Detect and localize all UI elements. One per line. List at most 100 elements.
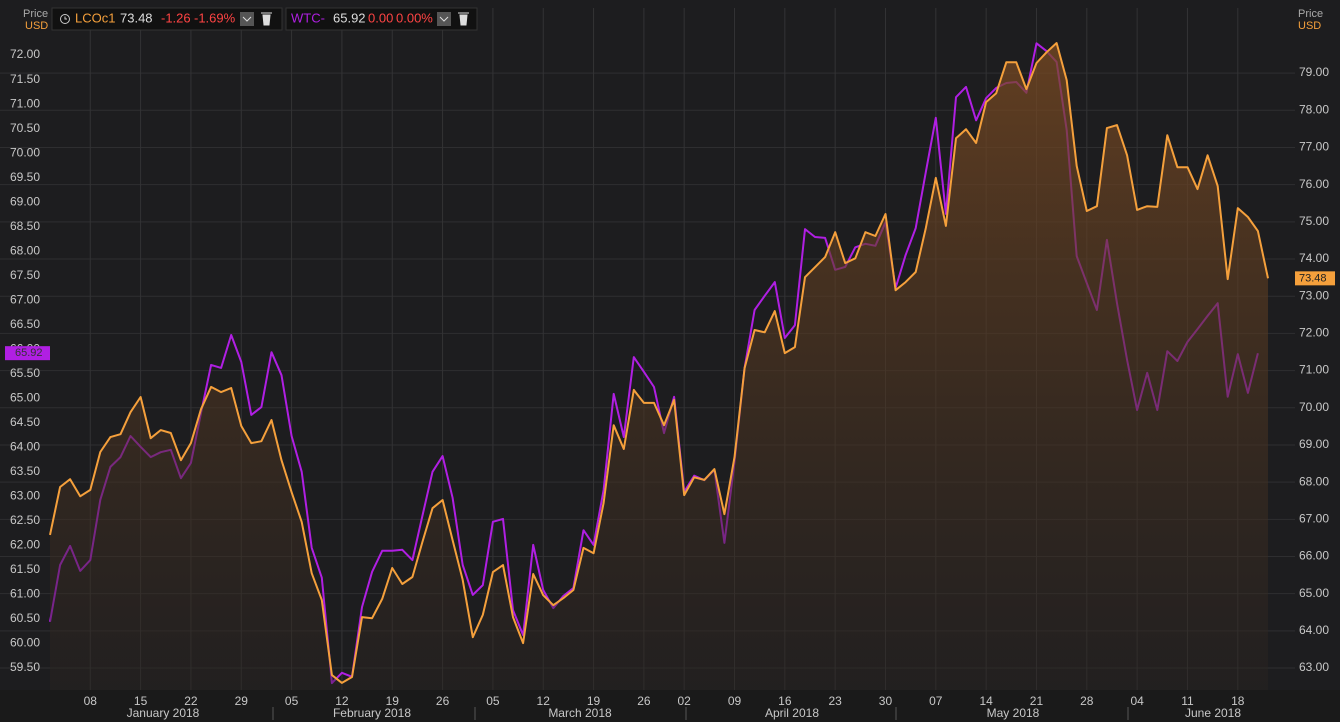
clock-icon <box>60 14 70 24</box>
series-line <box>49 42 1269 684</box>
y-tick-label: 67.00 <box>10 292 40 306</box>
x-tick-label: 05 <box>486 694 500 708</box>
legend-change-pct: -1.69% <box>194 10 236 25</box>
legend-last: 73.48 <box>120 10 153 25</box>
delete-icon[interactable] <box>261 12 272 26</box>
month-label: June 2018 <box>1185 706 1241 720</box>
y-tick-label: 65.50 <box>10 366 40 380</box>
plot <box>49 42 1269 690</box>
delete-icon[interactable] <box>458 12 469 26</box>
y-tick-label: 61.00 <box>10 587 40 601</box>
y-axis-label: Price <box>23 8 48 20</box>
legend-change: -1.26 <box>161 10 191 25</box>
y-tick-label: 68.00 <box>10 243 40 257</box>
clock-hand <box>64 16 67 20</box>
legend-last: 65.92 <box>333 10 366 25</box>
dropdown-button[interactable] <box>437 12 451 26</box>
y-tick-label: 70.50 <box>10 121 40 135</box>
y2-tick-label: 69.00 <box>1299 437 1329 451</box>
x-tick-label: 21 <box>1030 694 1044 708</box>
x-tick-label: 23 <box>828 694 842 708</box>
y2-tick-label: 78.00 <box>1299 102 1329 116</box>
month-label: March 2018 <box>548 706 612 720</box>
dropdown-icon <box>439 16 449 22</box>
legend-item[interactable]: LCOc1 73.48 -1.26 -1.69% <box>51 7 283 31</box>
month-label: May 2018 <box>987 706 1040 720</box>
legend-name: LCOc1 <box>75 10 115 25</box>
legend-change: 0.00 <box>368 10 393 25</box>
y-tick-label: 59.50 <box>10 660 40 674</box>
x-tick-label: 07 <box>929 694 943 708</box>
y2-tick-label: 75.00 <box>1299 214 1329 228</box>
y-tick-label: 71.00 <box>10 96 40 110</box>
y2-tick-label: 68.00 <box>1299 474 1329 488</box>
x-tick-label: 15 <box>134 694 148 708</box>
x-axis-band <box>0 690 1340 722</box>
y2-tick-label: 67.00 <box>1299 511 1329 525</box>
x-tick-label: 22 <box>184 694 198 708</box>
y2-tick-label: 74.00 <box>1299 251 1329 265</box>
x-tick-label: 30 <box>879 694 893 708</box>
legend-name: WTC- <box>291 10 325 25</box>
y-tick-label: 68.50 <box>10 219 40 233</box>
x-tick-label: 19 <box>386 694 400 708</box>
x-tick-label: 12 <box>335 694 349 708</box>
month-label: January 2018 <box>127 706 200 720</box>
month-label: February 2018 <box>333 706 411 720</box>
x-tick-label: 28 <box>1080 694 1094 708</box>
x-tick-label: 02 <box>677 694 691 708</box>
x-tick-label: 16 <box>778 694 792 708</box>
last-value-label: 73.48 <box>1299 272 1327 284</box>
month-label: April 2018 <box>765 706 819 720</box>
y-tick-label: 70.00 <box>10 145 40 159</box>
axes: 63.00 64.00 65.00 66.00 67.00 68.00 69.00 70.00… <box>5 47 1335 720</box>
x-tick-label: 12 <box>537 694 551 708</box>
area-fill <box>50 43 1268 690</box>
y2-tick-label: 76.00 <box>1299 177 1329 191</box>
y2-tick-label: 72.00 <box>1299 326 1329 340</box>
x-tick-label: 19 <box>587 694 601 708</box>
last-value-label: 65.92 <box>15 347 43 359</box>
y2-tick-label: 64.00 <box>1299 623 1329 637</box>
y-tick-label: 61.50 <box>10 562 40 576</box>
y2-tick-label: 65.00 <box>1299 586 1329 600</box>
y2-tick-label: 77.00 <box>1299 140 1329 154</box>
x-tick-label: 26 <box>637 694 651 708</box>
y-tick-label: 63.00 <box>10 489 40 503</box>
y-tick-label: 72.00 <box>10 47 40 61</box>
y-tick-label: 60.00 <box>10 636 40 650</box>
x-tick-label: 04 <box>1130 694 1144 708</box>
y-tick-label: 62.00 <box>10 538 40 552</box>
x-tick-label: 09 <box>728 694 742 708</box>
x-tick-label: 18 <box>1231 694 1245 708</box>
y2-tick-label: 63.00 <box>1299 660 1329 674</box>
y-tick-label: 62.50 <box>10 513 40 527</box>
y-tick-label: 69.50 <box>10 170 40 184</box>
y-tick-label: 71.50 <box>10 72 40 86</box>
y-tick-label: 66.50 <box>10 317 40 331</box>
last-value-tag <box>5 346 50 361</box>
y2-axis-unit: USD <box>1298 20 1321 32</box>
y2-tick-label: 70.00 <box>1299 400 1329 414</box>
y2-tick-label: 71.00 <box>1299 363 1329 377</box>
y-tick-label: 63.50 <box>10 464 40 478</box>
dropdown-button[interactable] <box>240 12 254 26</box>
y2-tick-label: 66.00 <box>1299 549 1329 563</box>
x-tick-label: 11 <box>1181 694 1194 708</box>
y-tick-label: 69.00 <box>10 194 40 208</box>
dropdown-icon <box>242 16 252 22</box>
legend-item[interactable]: WTC- 65.92 0.00 0.00% <box>285 7 478 31</box>
y-tick-label: 67.50 <box>10 268 40 282</box>
y2-tick-label: 79.00 <box>1299 65 1329 79</box>
x-tick-label: 26 <box>436 694 450 708</box>
x-tick-label: 05 <box>285 694 299 708</box>
y-axis-unit: USD <box>25 20 48 32</box>
y2-axis-label: Price <box>1298 8 1323 20</box>
x-tick-label: 29 <box>235 694 249 708</box>
legend-change-pct: 0.00% <box>396 10 433 25</box>
last-value-tag <box>1295 271 1335 286</box>
y-tick-label: 65.00 <box>10 390 40 404</box>
y-tick-label: 64.50 <box>10 415 40 429</box>
legend-box <box>51 7 283 31</box>
